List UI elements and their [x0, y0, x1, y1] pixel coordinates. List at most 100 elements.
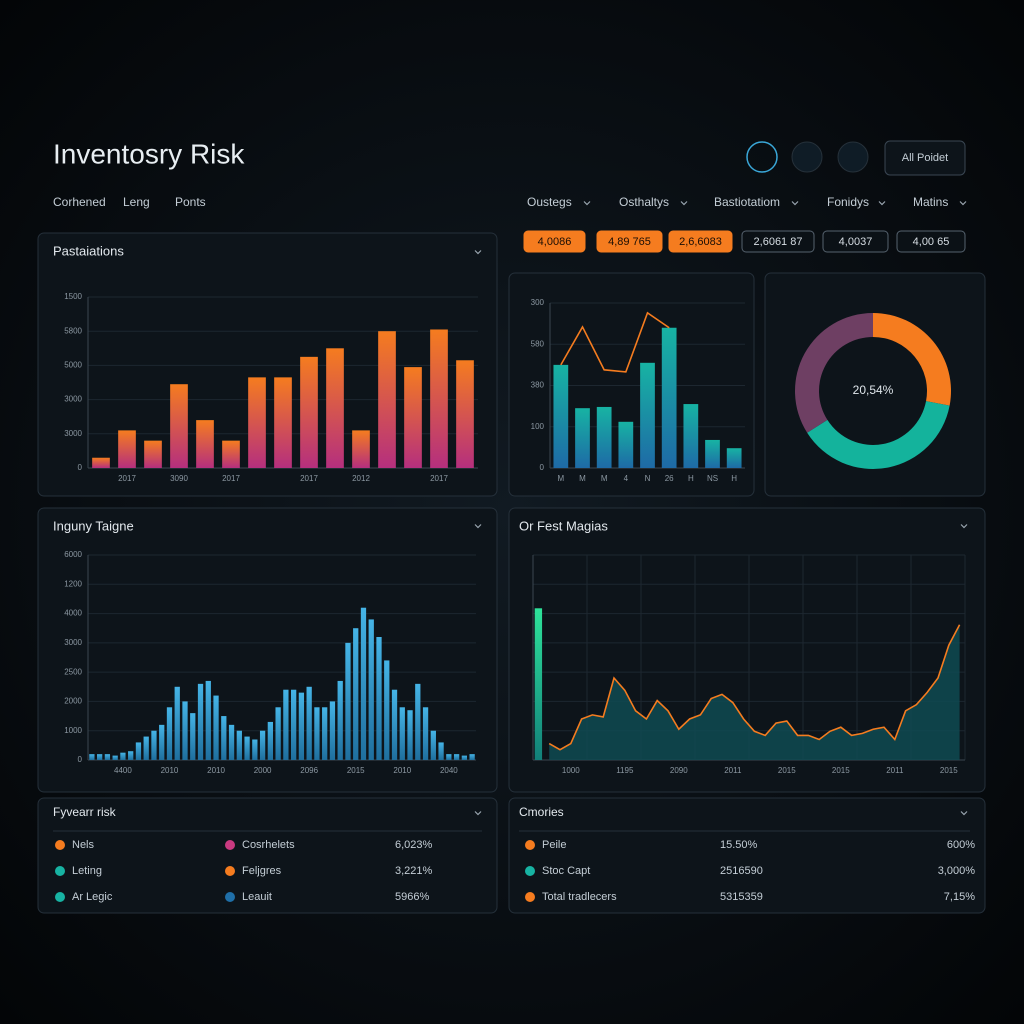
- badge[interactable]: [822, 230, 889, 253]
- bar: [213, 695, 219, 760]
- bar: [298, 692, 305, 760]
- filter-dropdown[interactable]: Bastiotatiom: [714, 195, 780, 209]
- badge-label: 4,89 765: [608, 236, 651, 248]
- chevron: [791, 201, 799, 206]
- x-tick-label: NS: [707, 474, 718, 483]
- icon-button[interactable]: [746, 141, 778, 173]
- nav-link[interactable]: Corhened: [53, 195, 106, 209]
- bar: [222, 440, 240, 468]
- legend-dot: [225, 892, 235, 902]
- x-tick-label: 2010: [161, 766, 179, 775]
- filter-dropdown[interactable]: Matins: [913, 195, 948, 209]
- legend-dot: [525, 866, 535, 876]
- bar: [415, 683, 421, 760]
- table-cell: Ar Legic: [72, 891, 113, 903]
- bar: [326, 348, 344, 468]
- filter-dropdown[interactable]: Oustegs: [527, 195, 572, 209]
- bar: [291, 689, 297, 760]
- filter-dropdown[interactable]: Osthaltys: [619, 195, 669, 209]
- bar: [128, 751, 134, 760]
- table-cell: Nels: [72, 839, 95, 851]
- bar: [322, 707, 328, 760]
- table-cell: 3,000%: [938, 865, 976, 877]
- y-tick-label: 0: [78, 755, 83, 764]
- x-tick-label: M: [579, 474, 586, 483]
- legend-dot: [55, 840, 65, 850]
- bar: [259, 730, 266, 760]
- x-tick-label: 2011: [886, 766, 904, 775]
- bar: [430, 730, 436, 760]
- y-tick-label: 1000: [64, 726, 82, 735]
- filter-dropdown[interactable]: Fonidys: [827, 195, 869, 209]
- chevron: [959, 201, 967, 206]
- x-tick-label: 2015: [832, 766, 850, 775]
- bar: [306, 686, 312, 760]
- x-tick-label: 2012: [352, 474, 370, 483]
- donut-slice: [873, 313, 951, 406]
- bar: [89, 754, 95, 760]
- y-tick-label: 5000: [64, 361, 82, 370]
- bar: [228, 724, 235, 760]
- bar: [97, 754, 103, 760]
- y-tick-label: 2000: [64, 697, 82, 706]
- bar: [170, 384, 188, 468]
- table-cell: 3,221%: [395, 865, 433, 877]
- x-tick-label: 2000: [254, 766, 272, 775]
- badge[interactable]: [896, 230, 966, 253]
- bar: [446, 754, 452, 760]
- bar: [640, 362, 655, 468]
- table-cell: 6,023%: [395, 839, 433, 851]
- line: [560, 311, 670, 373]
- icon-button[interactable]: [791, 141, 823, 173]
- bar: [368, 619, 374, 760]
- x-tick-label: 2015: [347, 766, 365, 775]
- bar: [345, 642, 351, 760]
- action-button[interactable]: [884, 140, 966, 176]
- icon-button[interactable]: [837, 141, 869, 173]
- panel: [37, 232, 498, 497]
- bar: [726, 448, 742, 468]
- badge[interactable]: [596, 230, 663, 253]
- nav-link[interactable]: Ponts: [175, 195, 206, 209]
- x-tick-label: 2011: [724, 766, 742, 775]
- y-tick-label: 1500: [64, 292, 82, 301]
- x-tick-label: 4400: [114, 766, 132, 775]
- x-tick-label: 4: [624, 474, 629, 483]
- line: [548, 624, 961, 751]
- y-tick-label: 3000: [64, 429, 82, 438]
- y-tick-label: 5800: [64, 326, 82, 335]
- badge[interactable]: [523, 230, 586, 253]
- x-tick-label: 1000: [562, 766, 580, 775]
- x-tick-label: 26: [665, 474, 674, 483]
- x-tick-label: 3090: [170, 474, 188, 483]
- bar: [267, 721, 273, 760]
- bar: [120, 752, 126, 760]
- y-tick-label: 2500: [64, 667, 82, 676]
- bar: [274, 377, 292, 468]
- chevron: [474, 524, 482, 529]
- bar: [174, 686, 180, 760]
- donut-slice: [795, 313, 873, 433]
- bar: [469, 754, 475, 760]
- legend-dot: [55, 866, 65, 876]
- bar: [360, 607, 367, 760]
- y-tick-label: 0: [78, 463, 83, 472]
- badge[interactable]: [741, 230, 815, 253]
- badge[interactable]: [668, 230, 733, 253]
- bar: [353, 628, 359, 760]
- bar: [422, 707, 429, 760]
- bar: [391, 689, 398, 760]
- bar: [337, 680, 343, 760]
- badge-label: 2,6,6083: [679, 236, 722, 248]
- y-tick-label: 0: [540, 463, 545, 472]
- table-cell: Peile: [542, 839, 566, 851]
- panel: [37, 507, 498, 793]
- chevron: [960, 524, 968, 529]
- y-tick-label: 100: [531, 422, 545, 431]
- y-tick-label: 300: [531, 298, 545, 307]
- table-cell: Feljgres: [242, 865, 282, 877]
- table-cell: 7,15%: [944, 891, 975, 903]
- nav-link[interactable]: Leng: [123, 195, 150, 209]
- y-tick-label: 580: [531, 339, 545, 348]
- donut-slice: [807, 401, 950, 470]
